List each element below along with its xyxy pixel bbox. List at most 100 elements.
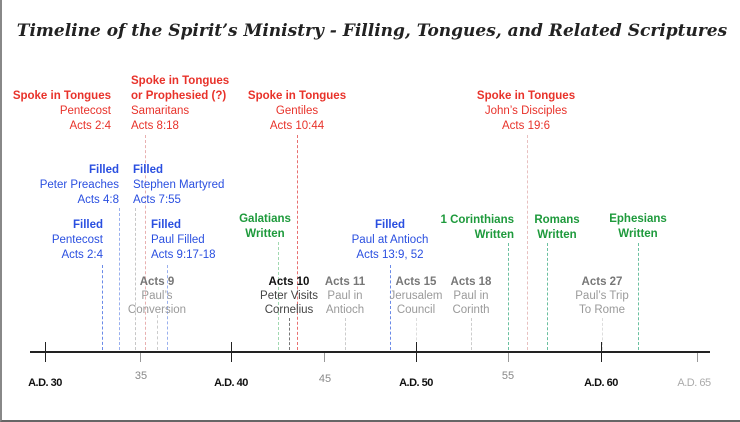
event-detail: Paul in [453, 290, 489, 302]
event-ephesians-written: Ephesians Written [609, 212, 667, 242]
axis-label: A.D. 40 [214, 377, 248, 389]
axis-label: A.D. 50 [399, 377, 433, 389]
event-reference: Acts 9 [139, 276, 175, 288]
epistle-name: Ephesians [609, 213, 667, 225]
event-detail: Paul in [327, 290, 363, 302]
event-filled-stephen: Filled Stephen Martyred Acts 7:55 [133, 163, 224, 208]
connector-line [416, 318, 417, 350]
event-heading: Filled [133, 164, 164, 176]
connector-line [345, 318, 346, 350]
event-tongues-gentiles: Spoke in Tongues Gentiles Acts 10:44 [248, 89, 346, 134]
connector-line [145, 135, 146, 350]
event-reference: Acts 27 [581, 276, 623, 288]
axis-tick [324, 353, 325, 362]
axis-tick [45, 342, 46, 362]
event-detail: Paul’s Trip [575, 290, 629, 302]
epistle-status: Written [245, 228, 285, 240]
event-filled-paul: Filled Paul Filled Acts 9:17-18 [151, 218, 216, 263]
event-reference: Acts 19:6 [502, 120, 550, 132]
connector-line [508, 243, 509, 350]
axis-label: 55 [501, 370, 515, 382]
event-reference: Acts 13:9, 52 [356, 249, 424, 261]
epistle-status: Written [618, 228, 658, 240]
event-acts-27: Acts 27 Paul’s Trip To Rome [575, 275, 628, 317]
event-reference: Acts 4:8 [77, 194, 119, 206]
event-reference: Acts 9:17-18 [151, 249, 216, 261]
event-heading: Filled [374, 219, 406, 231]
event-heading: Spoke in Tongues [476, 90, 576, 102]
event-acts-18: Acts 18 Paul in Corinth [451, 275, 492, 317]
epistle-name: Romans [534, 214, 580, 226]
axis-tick [697, 353, 698, 362]
event-tongues-samaritans: Spoke in Tongues or Prophesied (?) Samar… [131, 74, 229, 134]
event-detail: Paul Filled [151, 234, 205, 246]
epistle-name: Galatians [239, 213, 291, 225]
event-detail: John’s Disciples [484, 105, 568, 117]
event-reference: Acts 15 [395, 276, 437, 288]
event-heading: Filled [151, 219, 182, 231]
event-filled-peter: Filled Peter Preaches Acts 4:8 [40, 163, 119, 208]
event-tongues-johns-disciples: Spoke in Tongues John’s Disciples Acts 1… [477, 89, 575, 134]
connector-line [527, 135, 528, 350]
timeline-axis [30, 351, 710, 353]
event-reference: Acts 11 [324, 276, 366, 288]
event-detail: Paul at Antioch [351, 234, 429, 246]
event-romans-written: Romans Written [534, 213, 579, 243]
event-detail: Stephen Martyred [133, 179, 225, 191]
event-detail: Corinth [452, 304, 490, 316]
connector-line [547, 243, 548, 350]
event-detail: Cornelius [264, 304, 314, 316]
event-acts-11: Acts 11 Paul in Antioch [325, 275, 365, 317]
event-heading: Filled [88, 164, 119, 176]
event-detail: Council [396, 304, 436, 316]
event-detail: Pentecost [51, 234, 103, 246]
event-detail: Conversion [127, 304, 187, 316]
event-reference: Acts 2:4 [61, 249, 103, 261]
event-filled-antioch: Filled Paul at Antioch Acts 13:9, 52 [352, 218, 429, 263]
event-heading: Spoke in Tongues [12, 90, 111, 102]
event-reference: Acts 2:4 [69, 120, 111, 132]
event-acts-15: Acts 15 Jerusalem Council [389, 275, 442, 317]
event-reference: Acts 7:55 [133, 194, 181, 206]
axis-tick [416, 342, 417, 362]
event-galatians-written: Galatians Written [239, 212, 291, 242]
event-detail: Antioch [325, 304, 365, 316]
axis-tick [231, 342, 232, 362]
event-reference: Acts 8:18 [131, 120, 179, 132]
event-acts-9: Acts 9 Paul’s Conversion [128, 275, 186, 317]
axis-label: A.D. 65 [677, 377, 711, 389]
connector-line [471, 318, 472, 350]
connector-line [602, 318, 603, 350]
event-detail: Gentiles [275, 105, 319, 117]
event-reference: Acts 10:44 [269, 120, 325, 132]
connector-line [119, 208, 120, 350]
connector-line [289, 318, 290, 350]
connector-line [157, 315, 158, 350]
axis-tick [508, 353, 509, 362]
event-reference: Acts 18 [450, 276, 492, 288]
event-detail: Samaritans [131, 105, 190, 117]
event-heading: or Prophesied (?) [131, 90, 227, 102]
event-reference: Acts 10 [268, 276, 310, 288]
event-detail: Peter Preaches [39, 179, 119, 191]
axis-tick [601, 342, 602, 362]
axis-label: 45 [318, 373, 332, 385]
epistle-name: 1 Corinthians [440, 214, 514, 226]
connector-line [278, 242, 279, 350]
axis-label: A.D. 30 [28, 377, 62, 389]
axis-tick [140, 353, 141, 362]
connector-line [102, 265, 103, 350]
event-heading: Spoke in Tongues [247, 90, 347, 102]
connector-line [390, 265, 391, 350]
event-detail: To Rome [578, 304, 626, 316]
diagram-title: Timeline of the Spirit’s Ministry - Fill… [16, 21, 728, 41]
event-detail: Jerusalem [389, 290, 443, 302]
event-detail: Pentecost [59, 105, 111, 117]
event-filled-pentecost: Filled Pentecost Acts 2:4 [52, 218, 103, 263]
event-detail: Peter Visits [260, 290, 318, 302]
event-1-corinthians-written: 1 Corinthians Written [441, 213, 514, 243]
event-detail: Paul’s [141, 290, 173, 302]
event-acts-10: Acts 10 Peter Visits Cornelius [260, 275, 318, 317]
connector-line [638, 243, 639, 350]
epistle-status: Written [537, 229, 577, 241]
